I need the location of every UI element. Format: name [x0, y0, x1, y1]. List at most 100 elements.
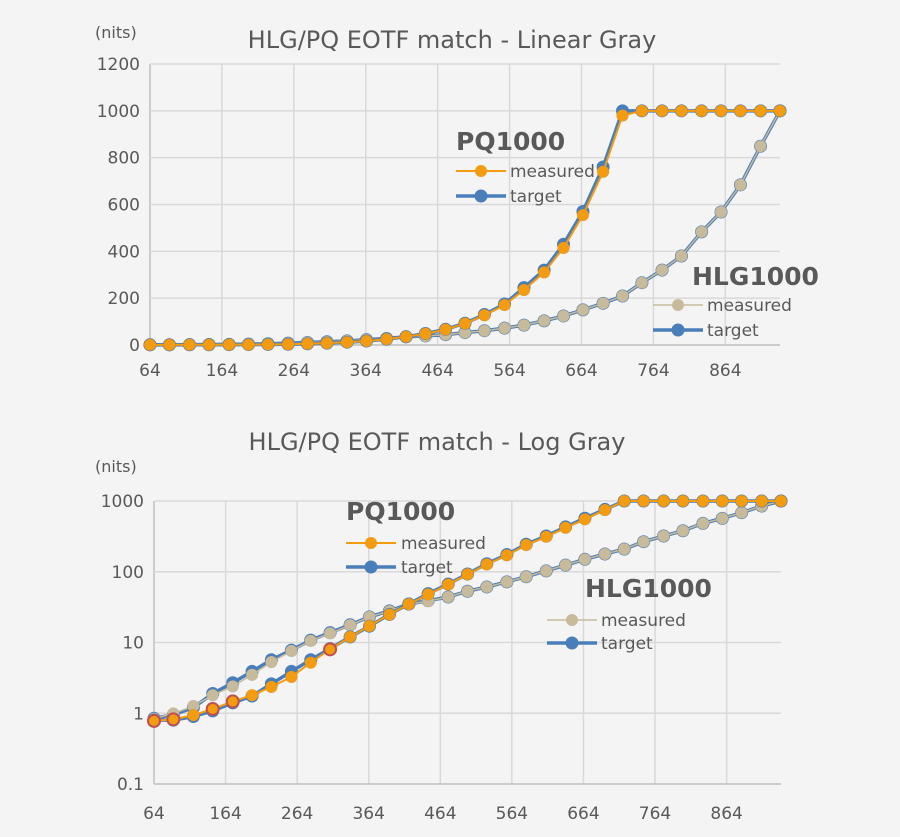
- data-point-pq-measured: [439, 323, 453, 337]
- data-point-pq-measured: [774, 494, 788, 508]
- data-point-pq-measured: [676, 494, 690, 508]
- data-point-hlg-measured: [559, 558, 573, 572]
- linear-chart: HLG/PQ EOTF match - Linear Gray (nits) 6…: [95, 23, 819, 381]
- legend-label: target: [601, 634, 653, 654]
- data-point-hlg-measured: [245, 668, 259, 682]
- data-point-pq-measured: [245, 688, 259, 702]
- y-tick-label: 600: [108, 196, 140, 216]
- data-point-pq-measured: [380, 332, 394, 346]
- data-point-hlg-measured: [477, 324, 491, 338]
- data-point-pq-measured: [519, 538, 533, 552]
- data-point-pq-measured: [477, 308, 491, 322]
- data-point-pq-measured: [281, 337, 295, 351]
- data-point-pq-measured: [735, 494, 749, 508]
- data-point-pq-measured: [696, 494, 710, 508]
- data-point-hlg-measured: [635, 276, 649, 290]
- x-tick-label: 464: [421, 361, 453, 381]
- y-tick-label: 10: [122, 634, 144, 654]
- data-point-pq-measured: [304, 656, 318, 670]
- data-point-hlg-measured: [578, 552, 592, 566]
- legend-hlg1000: HLG1000 measured target: [653, 262, 819, 341]
- y-tick-label: 200: [108, 289, 140, 309]
- data-point-hlg-measured: [576, 303, 590, 317]
- data-point-pq-measured: [537, 265, 551, 279]
- data-point-hlg-measured: [498, 321, 512, 335]
- legend-pq1000: PQ1000 measured target: [456, 127, 595, 207]
- x-tick-label: 664: [567, 804, 599, 824]
- x-tick-label: 164: [206, 361, 238, 381]
- data-point-hlg-measured: [733, 178, 747, 192]
- data-point-pq-measured: [637, 494, 651, 508]
- data-point-hlg-measured: [206, 688, 220, 702]
- data-point-hlg-measured: [500, 575, 514, 589]
- data-point-hlg-measured: [519, 570, 533, 584]
- data-point-pq-measured: [301, 337, 314, 351]
- y-tick-label: 1000: [101, 492, 144, 512]
- data-point-hlg-measured: [537, 314, 551, 328]
- data-point-hlg-measured: [617, 542, 631, 556]
- data-point-pq-measured: [755, 494, 769, 508]
- data-point-pq-measured: [225, 694, 240, 709]
- data-point-hlg-measured: [596, 296, 610, 310]
- x-tick-label: 264: [281, 804, 313, 824]
- data-point-pq-measured: [500, 548, 514, 562]
- legend-hlg-measured-marker: [672, 299, 684, 311]
- data-point-hlg-measured: [517, 318, 531, 332]
- x-tick-label: 764: [637, 361, 669, 381]
- log-chart: HLG/PQ EOTF match - Log Gray (nits) 64 16…: [95, 428, 788, 824]
- x-tick-label: 864: [710, 804, 742, 824]
- data-point-pq-measured: [458, 316, 472, 330]
- data-point-pq-measured: [517, 283, 531, 297]
- data-point-hlg-measured: [674, 249, 688, 263]
- data-point-hlg-measured: [637, 535, 651, 549]
- data-point-hlg-measured: [284, 644, 298, 658]
- data-point-pq-measured: [284, 670, 298, 684]
- y-tick-label: 100: [112, 563, 144, 583]
- data-point-pq-measured: [695, 104, 709, 118]
- data-point-pq-measured: [539, 530, 553, 544]
- data-point-pq-measured: [559, 521, 573, 535]
- data-point-hlg-measured: [676, 524, 690, 538]
- data-point-pq-measured: [657, 494, 671, 508]
- legend-title: HLG1000: [585, 574, 712, 603]
- data-point-pq-measured: [205, 701, 220, 716]
- x-tick-label: 164: [209, 804, 241, 824]
- data-point-hlg-measured: [557, 309, 571, 323]
- y-axis-unit: (nits): [95, 457, 137, 476]
- data-point-hlg-measured: [461, 584, 474, 598]
- data-point-pq-measured: [183, 338, 197, 352]
- legend-hlg-measured-marker: [566, 614, 578, 626]
- data-point-hlg-measured: [323, 626, 337, 640]
- legend-hlg-target-marker: [671, 323, 685, 337]
- data-point-pq-measured: [340, 335, 354, 349]
- data-point-hlg-measured: [695, 225, 709, 239]
- data-point-pq-measured: [343, 630, 357, 644]
- data-point-pq-measured: [264, 680, 278, 694]
- data-point-hlg-measured: [657, 529, 671, 543]
- data-point-pq-measured: [186, 708, 200, 722]
- legend-hlg-target-marker: [565, 636, 579, 650]
- legend-label: measured: [510, 162, 595, 182]
- legend-label: target: [401, 558, 453, 578]
- x-tick-label: 64: [139, 361, 161, 381]
- data-point-pq-measured: [399, 330, 413, 344]
- data-point-pq-measured: [323, 642, 338, 657]
- x-tick-label: 264: [278, 361, 310, 381]
- data-point-hlg-measured: [304, 634, 318, 648]
- x-tick-label: 564: [496, 804, 528, 824]
- legend-title: PQ1000: [346, 497, 455, 526]
- y-tick-label: 1000: [97, 102, 140, 122]
- legend-pq-target-marker: [474, 189, 488, 203]
- legend-pq-measured-marker: [475, 165, 487, 177]
- data-point-hlg-measured: [696, 516, 710, 530]
- x-tick-label: 664: [565, 361, 597, 381]
- data-point-pq-measured: [147, 713, 161, 728]
- data-point-hlg-measured: [715, 511, 729, 525]
- data-point-pq-measured: [402, 597, 416, 611]
- x-tick-label: 464: [424, 804, 456, 824]
- x-tick-label: 764: [639, 804, 671, 824]
- data-point-pq-measured: [202, 338, 216, 352]
- data-point-pq-measured: [773, 104, 787, 118]
- legend-title: PQ1000: [456, 127, 565, 156]
- data-point-pq-measured: [441, 578, 455, 592]
